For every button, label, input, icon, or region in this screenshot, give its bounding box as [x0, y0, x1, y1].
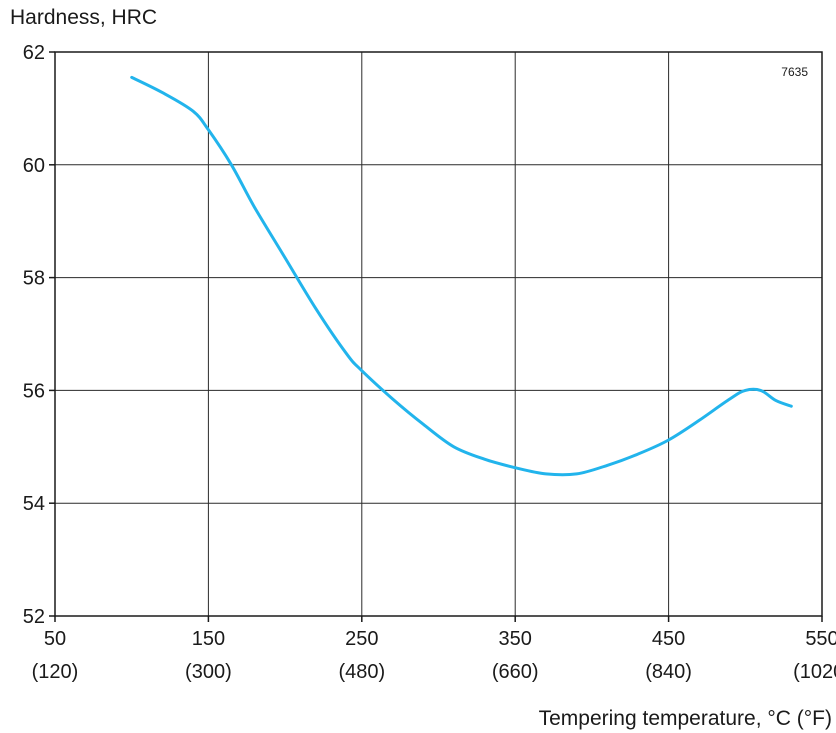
figure-id: 7635	[781, 65, 808, 79]
y-tick-label: 62	[23, 42, 45, 64]
grid	[55, 52, 822, 616]
x-tick-label: 550	[805, 628, 836, 650]
y-tick-label: 58	[23, 268, 45, 290]
x-tick-sublabel: (660)	[492, 661, 539, 683]
y-tick-labels: 62 60 58 56 54 52	[23, 42, 55, 628]
y-axis-label: Hardness, HRC	[10, 6, 157, 29]
x-tick-label: 50	[44, 628, 66, 650]
x-tick-label: 350	[499, 628, 532, 650]
x-tick-label: 250	[345, 628, 378, 650]
x-tick-label: 150	[192, 628, 225, 650]
x-tick-labels: 50 (120) 150 (300) 250 (480) 350 (660) 450 (840) 5…	[32, 616, 836, 683]
x-axis-label: Tempering temperature, °C (°F)	[539, 707, 832, 730]
y-tick-label: 52	[23, 606, 45, 628]
y-tick-label: 54	[23, 493, 45, 515]
x-tick-sublabel: (480)	[338, 661, 385, 683]
x-tick-sublabel: (120)	[32, 661, 79, 683]
series-group	[130, 75, 793, 477]
hardness-curve	[130, 75, 793, 477]
plot-frame	[54, 51, 823, 617]
y-tick-label: 56	[23, 380, 45, 402]
x-tick-label: 450	[652, 628, 685, 650]
x-tick-sublabel: (1020)	[793, 661, 836, 683]
x-tick-sublabel: (300)	[185, 661, 232, 683]
y-tick-label: 60	[23, 155, 45, 177]
x-tick-sublabel: (840)	[645, 661, 692, 683]
